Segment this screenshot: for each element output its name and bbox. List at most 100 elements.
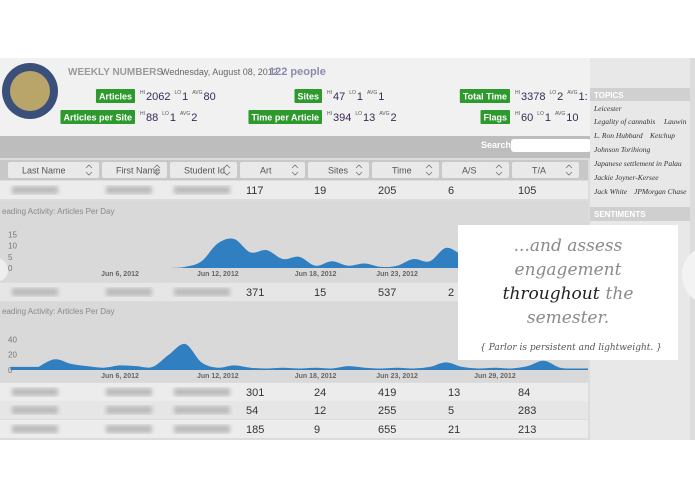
cell-value: 213 xyxy=(518,424,536,436)
stat-value: 47 xyxy=(333,91,345,103)
stat-label: Total Time xyxy=(463,92,507,102)
overlay-emphasis: throughout xyxy=(503,284,600,304)
column-label: Last Name xyxy=(22,166,66,176)
x-tick-label: Jun 18, 2012 xyxy=(295,271,337,278)
stat-key: AVG xyxy=(367,90,377,96)
column-header[interactable] xyxy=(442,162,509,178)
cell-value: 283 xyxy=(518,405,536,417)
stat-key: LO xyxy=(355,111,362,117)
column-header[interactable] xyxy=(512,162,579,178)
sort-icon xyxy=(565,164,573,176)
stat-numbers: HI60 LO1 AVG10 xyxy=(515,111,579,124)
y-tick-label: 20 xyxy=(8,351,17,360)
column-label: Art xyxy=(260,166,272,176)
column-header[interactable] xyxy=(170,162,237,178)
topic-tag[interactable]: Ketchup xyxy=(649,131,675,140)
stat-badge[interactable] xyxy=(459,89,510,103)
column-header[interactable] xyxy=(240,162,305,178)
cell-value: 84 xyxy=(518,387,530,399)
overlay-note: { Parlor is persistent and lightweight. … xyxy=(480,343,662,353)
stat-value: 1 xyxy=(170,112,176,124)
stat-key: LO xyxy=(162,111,169,117)
column-header[interactable] xyxy=(8,162,99,178)
cell-value: 371 xyxy=(246,287,264,299)
blurred-cell xyxy=(12,186,58,194)
stat-numbers: HI88 LO1 AVG2 xyxy=(140,111,197,124)
table-row xyxy=(0,181,588,199)
column-header[interactable] xyxy=(372,162,439,178)
topic-tag[interactable]: Legality of cannabis xyxy=(593,117,655,126)
stat-value: 1 xyxy=(182,91,188,103)
stat-key: LO xyxy=(174,90,181,96)
sort-icon xyxy=(495,164,503,176)
cell-value: 301 xyxy=(246,387,264,399)
topic-tag[interactable]: Lauwin xyxy=(663,117,687,126)
topic-tag[interactable]: JPMorgan Chase xyxy=(634,187,687,196)
stat-badge[interactable] xyxy=(60,110,135,124)
cell-value: 13 xyxy=(448,387,460,399)
stat-key: AVG xyxy=(567,90,577,96)
y-tick-label: 0 xyxy=(8,366,13,375)
x-tick-label: Jun 12, 2012 xyxy=(197,373,239,380)
topics-edge xyxy=(690,58,695,440)
stat-key: HI xyxy=(140,90,145,96)
nav-left[interactable] xyxy=(0,258,8,282)
stat-value: 1 xyxy=(545,112,551,124)
stat-key: LO xyxy=(537,111,544,117)
topic-tag[interactable]: Jackie Joyner-Kersee xyxy=(594,173,659,182)
blurred-cell xyxy=(174,186,230,194)
search-input[interactable] xyxy=(511,139,591,152)
blurred-cell xyxy=(174,388,230,396)
stat-value: 2062 xyxy=(146,91,170,103)
column-label: A/S xyxy=(462,166,477,176)
stat-key: AVG xyxy=(379,111,389,117)
sentiments-header xyxy=(590,207,690,221)
stat-value: 13 xyxy=(363,112,375,124)
sort-icon xyxy=(291,164,299,176)
column-header[interactable] xyxy=(308,162,369,178)
stat-value: 88 xyxy=(146,112,158,124)
stat-label: Sites xyxy=(297,92,319,102)
stat-value: 2 xyxy=(390,112,396,124)
stat-numbers: HI394 LO13 AVG2 xyxy=(327,111,397,124)
activity-area xyxy=(10,238,588,268)
nav-right[interactable] xyxy=(682,245,695,305)
topic-tag[interactable]: L. Ron Hubbard xyxy=(593,131,643,140)
stat-value: 394 xyxy=(333,112,351,124)
y-tick-label: 5 xyxy=(8,253,13,262)
cell-value: 24 xyxy=(314,387,326,399)
stat-key: AVG xyxy=(555,111,565,117)
stat-numbers: HI2062 LO1 AVG80 xyxy=(140,90,216,103)
sort-icon xyxy=(425,164,433,176)
stat-key: HI xyxy=(327,90,332,96)
blurred-cell xyxy=(174,406,230,414)
overlay-line: engagement xyxy=(515,260,622,280)
topic-tag[interactable]: Johnson Torihiong xyxy=(594,145,650,154)
stat-badge[interactable] xyxy=(248,110,322,124)
blurred-cell xyxy=(106,186,152,194)
cell-value: 5 xyxy=(448,405,454,417)
cell-value: 54 xyxy=(246,405,258,417)
column-header[interactable] xyxy=(102,162,167,178)
column-label: Sites xyxy=(328,166,349,176)
stat-value: 1: xyxy=(578,91,587,103)
cell-value: 117 xyxy=(246,185,264,197)
topics-title: TOPICS xyxy=(594,91,624,100)
stat-badge[interactable] xyxy=(480,110,510,124)
topic-tag[interactable]: Japanese settlement in Palau xyxy=(594,159,682,168)
stat-key: HI xyxy=(515,90,520,96)
topic-tag[interactable]: Jack White xyxy=(594,187,628,196)
overlay-line: throughout the xyxy=(503,284,634,304)
stat-badge[interactable] xyxy=(294,89,322,103)
x-tick-label: Jun 18, 2012 xyxy=(295,373,337,380)
x-tick-label: Jun 6, 2012 xyxy=(101,373,139,380)
cell-value: 185 xyxy=(246,424,264,436)
stat-badge[interactable] xyxy=(95,89,135,103)
stats: Articles HI2062 LO1 AVG80 Sites HI47 LO1 AVG1 To… xyxy=(60,89,588,124)
cell-value: 419 xyxy=(378,387,396,399)
cell-value: 655 xyxy=(378,424,396,436)
topic-tag[interactable]: Leicester xyxy=(593,104,622,113)
sort-icon xyxy=(85,164,93,176)
stat-key: HI xyxy=(515,111,520,117)
